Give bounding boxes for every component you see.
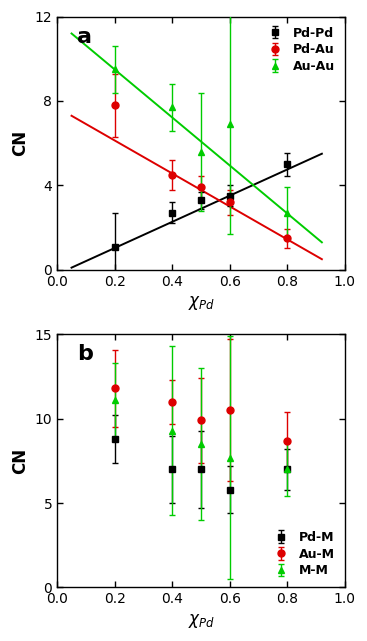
Legend: Pd-M, Au-M, M-M: Pd-M, Au-M, M-M — [265, 527, 339, 581]
Legend: Pd-Pd, Pd-Au, Au-Au: Pd-Pd, Pd-Au, Au-Au — [259, 23, 339, 77]
X-axis label: $\chi_{Pd}$: $\chi_{Pd}$ — [188, 612, 215, 630]
Text: a: a — [77, 27, 92, 47]
X-axis label: $\chi_{Pd}$: $\chi_{Pd}$ — [188, 294, 215, 312]
Y-axis label: CN: CN — [11, 448, 29, 474]
Text: b: b — [77, 344, 93, 365]
Y-axis label: CN: CN — [11, 130, 29, 156]
